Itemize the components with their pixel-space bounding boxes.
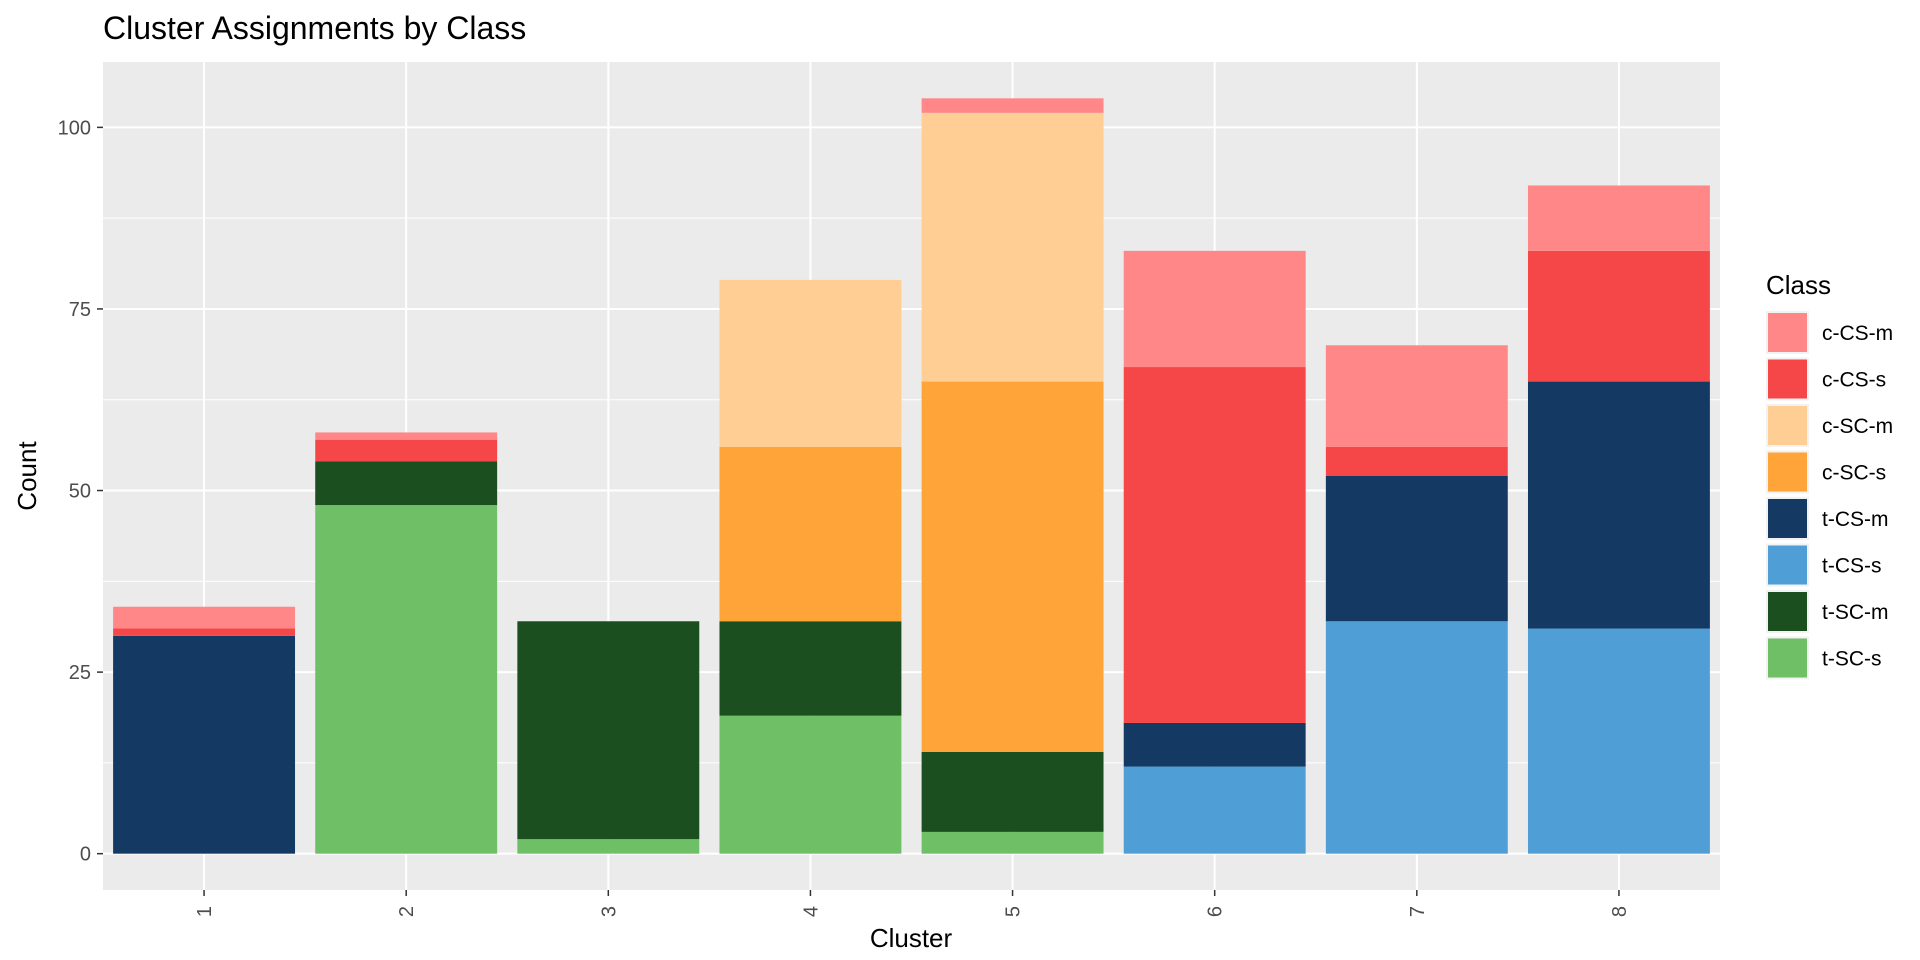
y-tick-label: 50: [69, 481, 91, 503]
x-tick-label: 5: [1003, 906, 1025, 917]
bar-segment: [719, 621, 902, 716]
bar-segment: [1123, 766, 1306, 854]
bars: [113, 98, 1710, 854]
x-tick-label: 7: [1407, 906, 1429, 917]
x-tick-label: 8: [1609, 906, 1631, 917]
legend-label: c-CS-m: [1822, 322, 1893, 345]
bar-segment: [1325, 621, 1508, 854]
bar-segment: [113, 635, 296, 854]
y-axis: 0 25 50 75 100: [58, 117, 103, 866]
chart-title: Cluster Assignments by Class: [103, 10, 527, 46]
legend-item: t-SC-m: [1766, 590, 1889, 633]
bar-segment: [1325, 476, 1508, 622]
legend-swatch: [1768, 359, 1807, 399]
bar-segment: [1527, 628, 1710, 854]
bar-segment: [315, 432, 498, 440]
legend-swatch: [1768, 545, 1807, 585]
legend-item: t-CS-m: [1766, 497, 1889, 540]
bar-segment: [315, 461, 498, 506]
x-tick-label: 1: [194, 906, 216, 917]
bar-segment: [113, 628, 296, 636]
bar-segment: [921, 112, 1104, 382]
legend-label: t-CS-s: [1822, 555, 1882, 578]
legend: Class c-CS-m c-CS-s c-SC-m c-SC-s t-CS-m t-CS…: [1766, 270, 1893, 680]
x-tick-label: 4: [800, 906, 822, 917]
legend-swatch: [1768, 638, 1807, 678]
x-axis-title: Cluster: [870, 923, 953, 953]
bar-segment: [315, 439, 498, 462]
legend-title: Class: [1766, 270, 1831, 300]
y-tick-label: 75: [69, 299, 91, 321]
x-tick-label: 2: [396, 906, 418, 917]
legend-label: t-CS-m: [1822, 508, 1889, 531]
bar-segment: [1527, 381, 1710, 629]
bar-segment: [517, 839, 700, 854]
legend-label: c-CS-s: [1822, 369, 1886, 392]
y-axis-title: Count: [12, 441, 42, 511]
y-tick-label: 0: [80, 844, 91, 866]
bar-segment: [113, 606, 296, 629]
legend-swatch: [1768, 313, 1807, 352]
x-tick-label: 3: [598, 906, 620, 917]
legend-label: t-SC-s: [1822, 648, 1882, 671]
bar-segment: [1325, 446, 1508, 476]
legend-item: c-SC-m: [1766, 404, 1893, 447]
legend-item: t-CS-s: [1766, 543, 1882, 587]
legend-item: c-CS-m: [1766, 311, 1893, 354]
bar-segment: [719, 715, 902, 854]
bar-segment: [921, 98, 1104, 113]
y-tick-label: 25: [69, 662, 91, 684]
bar-segment: [1123, 367, 1306, 723]
legend-item: c-CS-s: [1766, 357, 1886, 401]
bar-segment: [1325, 345, 1508, 447]
bar-segment: [921, 831, 1104, 854]
bar-segment: [1527, 185, 1710, 251]
bar-segment: [1527, 250, 1710, 382]
legend-item: t-SC-s: [1766, 636, 1882, 680]
x-tick-label: 6: [1205, 906, 1227, 917]
legend-label: c-SC-s: [1822, 462, 1886, 485]
legend-swatch: [1768, 499, 1807, 538]
bar-segment: [517, 621, 700, 840]
y-tick-label: 100: [58, 117, 91, 139]
legend-item: c-SC-s: [1766, 450, 1886, 494]
legend-swatch: [1768, 406, 1807, 445]
legend-label: t-SC-m: [1822, 601, 1889, 624]
bar-segment: [719, 446, 902, 622]
bar-segment: [921, 752, 1104, 832]
x-axis: 1 2 3 4 5 6 7 8: [194, 890, 1631, 917]
legend-swatch: [1768, 592, 1807, 631]
legend-swatch: [1768, 452, 1807, 492]
bar-segment: [921, 381, 1104, 752]
bar-segment: [315, 505, 498, 854]
legend-label: c-SC-m: [1822, 415, 1893, 438]
bar-segment: [719, 279, 902, 447]
bar-segment: [1123, 250, 1306, 368]
bar-segment: [1123, 722, 1306, 767]
